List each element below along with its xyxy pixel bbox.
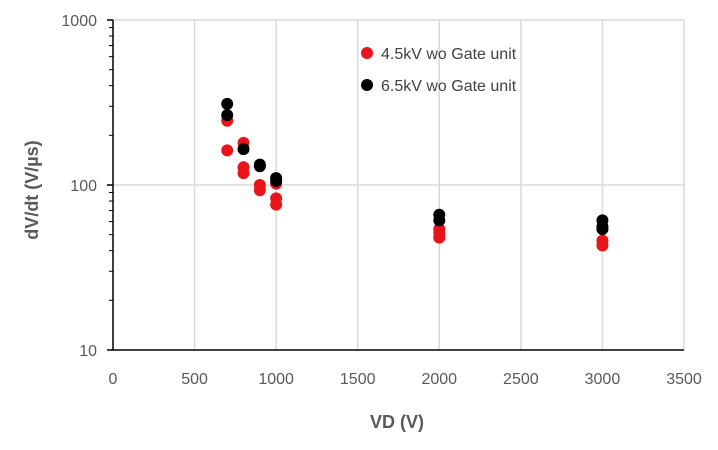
y-tick-labels: 10 100 1000 <box>61 13 97 360</box>
legend-label-series-2: 6.5kV wo Gate unit <box>381 78 517 95</box>
legend: 4.5kV wo Gate unit 6.5kV wo Gate unit <box>361 46 517 95</box>
legend-label-series-1: 4.5kV wo Gate unit <box>381 46 517 63</box>
x-tick-label: 3000 <box>585 371 621 388</box>
x-tick-label: 2500 <box>503 371 539 388</box>
y-tick-label: 1000 <box>61 13 97 30</box>
data-points <box>221 97 609 252</box>
data-point-series-2 <box>237 143 250 156</box>
x-tick-label: 0 <box>109 371 118 388</box>
x-tick-label: 500 <box>181 371 208 388</box>
x-tick-label: 3500 <box>666 371 702 388</box>
data-point-series-2 <box>221 109 234 122</box>
data-point-series-1 <box>270 198 283 211</box>
data-point-series-2 <box>433 214 446 227</box>
data-point-series-1 <box>221 144 234 157</box>
data-point-series-1 <box>253 184 266 197</box>
x-tick-labels: 0 500 1000 1500 2000 2500 3000 3500 <box>109 371 702 388</box>
axes <box>107 19 684 351</box>
y-tick-label: 100 <box>70 178 97 195</box>
data-point-series-2 <box>596 223 609 236</box>
grid <box>113 19 685 350</box>
data-point-series-1 <box>433 231 446 244</box>
x-tick-label: 1500 <box>340 371 376 388</box>
data-point-series-2 <box>253 160 266 173</box>
legend-marker-series-1 <box>361 47 373 59</box>
y-axis-title: dV/dt (V/µs) <box>22 140 42 239</box>
x-tick-label: 2000 <box>421 371 457 388</box>
x-tick-label: 1000 <box>258 371 294 388</box>
y-tick-label: 10 <box>79 343 97 360</box>
data-point-series-2 <box>221 97 234 110</box>
legend-marker-series-2 <box>361 79 373 91</box>
data-point-series-1 <box>596 239 609 252</box>
x-axis-title: VD (V) <box>370 412 424 432</box>
data-point-series-2 <box>270 174 283 187</box>
data-point-series-1 <box>237 167 250 180</box>
